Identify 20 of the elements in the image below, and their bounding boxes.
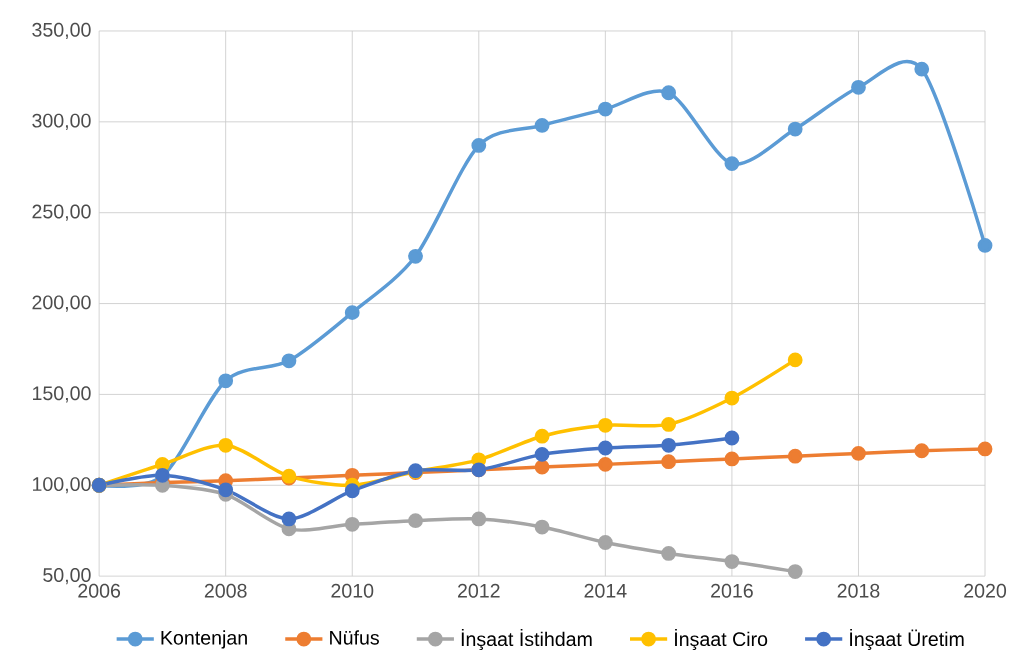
y-tick-label: 100,00	[33, 477, 91, 494]
x-tick-label: 2012	[457, 583, 500, 598]
y-tick-label: 50,00	[43, 568, 91, 585]
x-tick-label: 2008	[204, 583, 247, 598]
y-tick-label: 250,00	[32, 204, 91, 221]
x-tick-label: 2020	[964, 583, 1007, 598]
y-tick-label: 350,00	[32, 22, 91, 40]
x-tick-label: 2014	[584, 583, 627, 598]
x-tick-label: 2018	[837, 583, 880, 598]
y-tick-label: 150,00	[33, 386, 91, 403]
legend-label: İnşaat Ciro	[675, 628, 768, 651]
x-tick-label: 2010	[331, 583, 374, 598]
y-tick-label: 300,00	[32, 113, 91, 130]
y-tick-label: 200,00	[32, 295, 91, 312]
x-tick-label: 2006	[78, 583, 121, 598]
legend-label: Nüfus	[330, 630, 379, 645]
legend-label: İnşaat Üretim	[850, 628, 964, 651]
legend-label: İnşaat İstihdam	[461, 628, 592, 651]
x-tick-label: 2016	[711, 583, 753, 598]
legend-label: Kontenjan	[161, 630, 247, 649]
